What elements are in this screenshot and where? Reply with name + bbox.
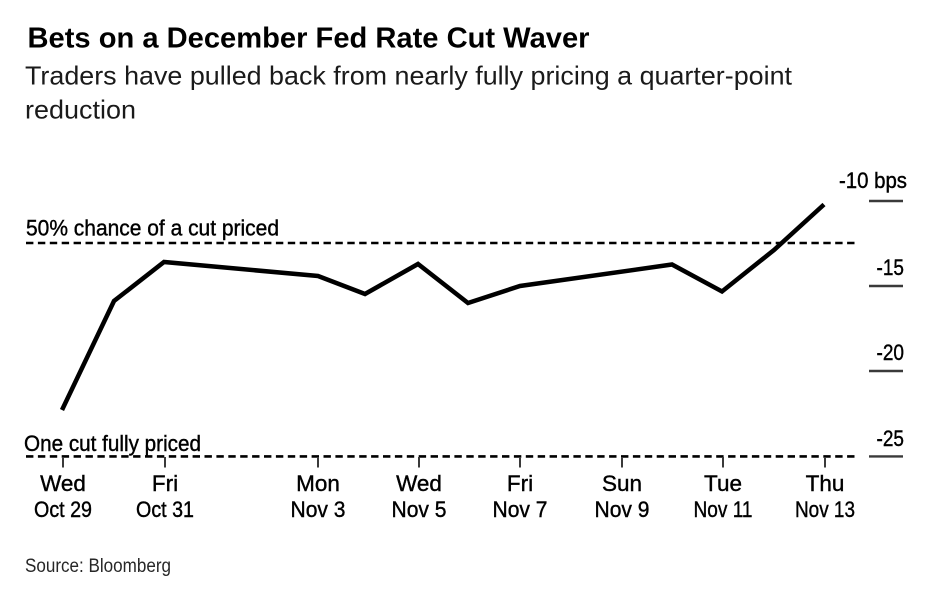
svg-text:reduction: reduction — [25, 94, 136, 124]
svg-text:Wed: Wed — [40, 471, 86, 496]
svg-text:Traders have pulled back from: Traders have pulled back from nearly ful… — [25, 61, 793, 91]
svg-text:Nov 7: Nov 7 — [493, 497, 548, 522]
svg-text:One cut fully priced: One cut fully priced — [24, 431, 201, 456]
svg-text:Bets on a December Fed Rate Cu: Bets on a December Fed Rate Cut Waver — [28, 23, 590, 55]
svg-text:-20: -20 — [877, 340, 905, 365]
svg-text:Nov 5: Nov 5 — [392, 497, 447, 522]
svg-text:Nov 9: Nov 9 — [595, 497, 650, 522]
svg-text:Fri: Fri — [152, 471, 178, 496]
svg-text:Oct 31: Oct 31 — [136, 497, 194, 522]
svg-text:Nov 3: Nov 3 — [291, 497, 346, 522]
svg-text:50% chance of a cut priced: 50% chance of a cut priced — [26, 216, 279, 241]
svg-text:Tue: Tue — [704, 471, 742, 496]
svg-text:Oct 29: Oct 29 — [34, 497, 92, 522]
svg-text:-25: -25 — [877, 426, 905, 451]
svg-text:Fri: Fri — [507, 471, 533, 496]
svg-text:Nov 11: Nov 11 — [694, 497, 753, 522]
svg-text:Mon: Mon — [296, 471, 340, 496]
svg-text:Source: Bloomberg: Source: Bloomberg — [25, 556, 171, 577]
svg-text:-10 bps: -10 bps — [839, 168, 907, 193]
svg-text:Wed: Wed — [396, 471, 442, 496]
svg-text:Thu: Thu — [806, 471, 845, 496]
svg-text:Sun: Sun — [602, 471, 642, 496]
svg-text:-15: -15 — [877, 255, 905, 280]
svg-text:Nov 13: Nov 13 — [795, 497, 855, 522]
